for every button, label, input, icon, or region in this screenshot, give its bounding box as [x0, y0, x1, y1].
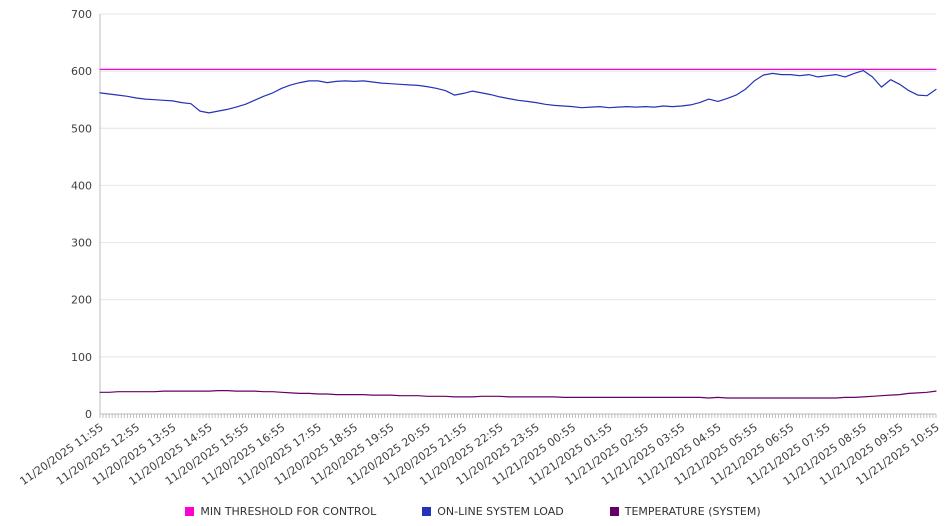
legend-label: TEMPERATURE (SYSTEM) [624, 505, 761, 518]
legend-swatch-icon [422, 507, 432, 516]
legend-swatch-icon [609, 507, 619, 516]
y-axis-tick-label: 700 [71, 8, 92, 21]
legend-swatch-icon [185, 507, 195, 516]
y-axis-tick-label: 500 [71, 122, 92, 135]
legend-item-2[interactable]: TEMPERATURE (SYSTEM) [609, 505, 761, 518]
y-axis-tick-label: 400 [71, 179, 92, 192]
series-line-2 [99, 390, 937, 399]
chart-legend: MIN THRESHOLD FOR CONTROL ON-LINE SYSTEM … [0, 505, 946, 518]
series-line-1 [99, 69, 937, 114]
y-axis-tick-label: 100 [71, 351, 92, 364]
legend-item-1[interactable]: ON-LINE SYSTEM LOAD [422, 505, 564, 518]
y-axis-tick-label: 600 [71, 65, 92, 78]
legend-label: ON-LINE SYSTEM LOAD [437, 505, 564, 518]
y-axis-tick-label: 0 [85, 408, 92, 421]
y-axis-tick-label: 300 [71, 237, 92, 250]
legend-label: MIN THRESHOLD FOR CONTROL [200, 505, 377, 518]
legend-item-0[interactable]: MIN THRESHOLD FOR CONTROL [185, 505, 376, 518]
y-axis-tick-label: 200 [71, 294, 92, 307]
